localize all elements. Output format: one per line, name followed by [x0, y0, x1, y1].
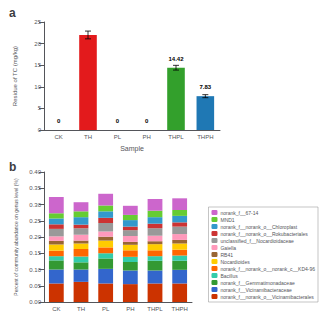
svg-text:Bacillus: Bacillus — [220, 273, 238, 279]
svg-text:0.20: 0.20 — [29, 234, 41, 240]
svg-text:25: 25 — [34, 19, 41, 25]
svg-text:CK: CK — [54, 134, 62, 140]
svg-text:b: b — [9, 160, 16, 174]
svg-text:0.30: 0.30 — [29, 202, 41, 208]
svg-text:Gaiella: Gaiella — [220, 245, 236, 251]
svg-text:PH: PH — [126, 306, 134, 312]
svg-text:15: 15 — [34, 62, 41, 68]
svg-text:TH: TH — [84, 134, 92, 140]
svg-text:THPL: THPL — [147, 306, 163, 312]
svg-text:0: 0 — [116, 118, 120, 124]
svg-text:0.00: 0.00 — [29, 299, 41, 305]
svg-text:0.05: 0.05 — [29, 283, 41, 289]
svg-text:0.40: 0.40 — [29, 169, 41, 175]
svg-text:norank_f__67-14: norank_f__67-14 — [220, 210, 258, 216]
svg-text:7.83: 7.83 — [199, 84, 211, 90]
svg-text:norank_f__norank_o__Vicinamiba: norank_f__norank_o__Vicinamibacterales — [220, 294, 314, 300]
svg-text:unclassified_f__Nocardioidacea: unclassified_f__Nocardioidaceae — [220, 238, 294, 244]
svg-text:norank_f__norank_o__Chloroplas: norank_f__norank_o__Chloroplast — [220, 224, 297, 230]
svg-text:0: 0 — [38, 127, 42, 133]
svg-text:CK: CK — [52, 306, 60, 312]
svg-text:0.15: 0.15 — [29, 250, 41, 256]
svg-text:0.10: 0.10 — [29, 267, 41, 273]
svg-text:Residue of TC (mg/kg): Residue of TC (mg/kg) — [12, 46, 18, 106]
svg-text:0: 0 — [145, 118, 149, 124]
svg-text:0: 0 — [57, 118, 61, 124]
svg-text:5: 5 — [38, 105, 42, 111]
svg-text:Nocardioides: Nocardioides — [220, 259, 250, 265]
svg-text:THPH: THPH — [197, 134, 213, 140]
svg-text:Percent of community abundance: Percent of community abundance on genus … — [13, 178, 19, 296]
svg-text:a: a — [9, 6, 16, 20]
svg-text:PL: PL — [114, 134, 122, 140]
svg-text:0.25: 0.25 — [29, 218, 41, 224]
svg-text:TH: TH — [77, 306, 85, 312]
svg-text:RB41: RB41 — [220, 252, 233, 258]
svg-text:norank_f__norank_o__norank_c__: norank_f__norank_o__norank_c__KD4-96 — [220, 266, 315, 272]
svg-text:THPL: THPL — [168, 134, 184, 140]
svg-text:20: 20 — [34, 41, 41, 47]
svg-text:0.35: 0.35 — [29, 185, 41, 191]
svg-text:norank_f__Gemmatimonadaceae: norank_f__Gemmatimonadaceae — [220, 280, 294, 286]
svg-text:14.42: 14.42 — [168, 56, 184, 62]
svg-text:norank_f__norank_o__Rokubacter: norank_f__norank_o__Rokubacteriales — [220, 231, 308, 237]
svg-text:10: 10 — [34, 84, 41, 90]
svg-text:THPH: THPH — [171, 306, 187, 312]
svg-text:PL: PL — [102, 306, 110, 312]
svg-text:MND1: MND1 — [220, 217, 234, 223]
svg-text:norank_f__Vicinamibacteraceae: norank_f__Vicinamibacteraceae — [220, 287, 292, 293]
svg-text:PH: PH — [142, 134, 150, 140]
svg-text:Sample: Sample — [120, 145, 144, 153]
